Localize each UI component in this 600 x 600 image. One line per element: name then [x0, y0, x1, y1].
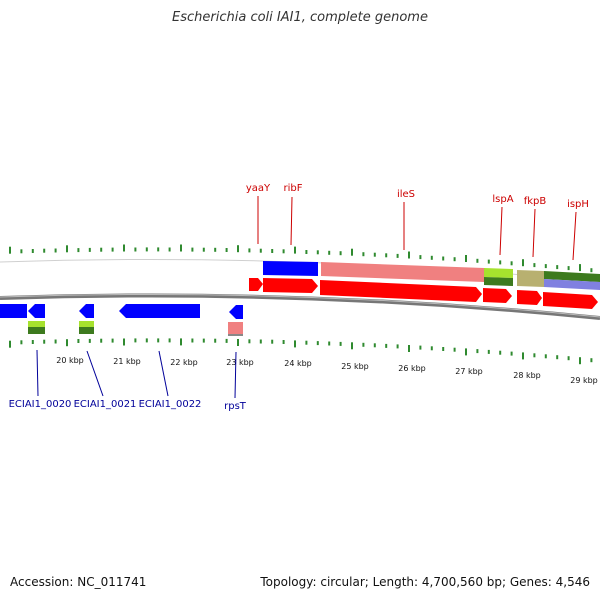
gene-label: yaaY	[246, 183, 271, 194]
scale-label: 27 kbp	[455, 367, 483, 376]
gene-arrow	[249, 278, 263, 291]
bottom-gene-labels: ECIAI1_0020 ECIAI1_0021 ECIAI1_0022 rpsT	[9, 349, 247, 412]
leader-line	[290, 196, 293, 246]
scale-label: 22 kbp	[170, 358, 198, 367]
gene-label: rpsT	[224, 401, 247, 412]
scale-labels: 20 kbp 21 kbp 22 kbp 23 kbp 24 kbp 25 kb…	[56, 356, 598, 385]
gene-arrow	[320, 280, 482, 302]
leader-line	[36, 349, 39, 397]
gene-arrow	[263, 278, 318, 293]
leader-line	[499, 206, 503, 256]
gene-block	[517, 270, 544, 287]
tick-marks-top	[9, 244, 593, 273]
leader-line	[86, 350, 104, 397]
gene-arrow	[229, 305, 243, 319]
gene-arrow	[517, 290, 542, 305]
gene-label: lspA	[492, 194, 513, 205]
accession-text: Accession: NC_011741	[10, 575, 147, 589]
leader-line	[572, 211, 577, 261]
gene-block	[321, 262, 484, 282]
reverse-genes	[0, 304, 243, 336]
gene-block	[484, 277, 513, 286]
leader-line	[532, 208, 536, 258]
genome-title: Escherichia coli IAI1, complete genome	[172, 10, 428, 25]
leader-line	[158, 350, 169, 397]
gene-label: ispH	[567, 199, 589, 210]
forward-genes	[249, 261, 600, 309]
gene-label: ileS	[397, 189, 415, 200]
gene-arrow	[543, 292, 598, 309]
gene-block	[263, 261, 318, 276]
top-gene-labels: yaaY ribF ileS lspA fkpB ispH	[246, 183, 589, 261]
genome-summary-text: Topology: circular; Length: 4,700,560 bp…	[260, 575, 590, 589]
gene-label: ECIAI1_0022	[139, 399, 202, 410]
scale-label: 24 kbp	[284, 359, 312, 368]
gene-block	[544, 271, 600, 282]
gene-label: ECIAI1_0020	[9, 399, 72, 410]
gene-arrow	[119, 304, 200, 318]
scale-label: 26 kbp	[398, 364, 426, 373]
leader-line	[234, 351, 237, 399]
scale-label: 20 kbp	[56, 356, 84, 365]
gene-arrow	[483, 288, 512, 303]
gene-block	[544, 279, 600, 290]
gene-block	[228, 322, 243, 334]
gene-block	[79, 327, 94, 334]
gene-arrow	[0, 304, 27, 318]
gene-label: ribF	[284, 183, 303, 194]
gene-block	[28, 327, 45, 334]
gene-block	[79, 321, 94, 327]
gene-block	[228, 334, 243, 336]
scale-label: 23 kbp	[226, 358, 254, 367]
genome-backbone	[0, 293, 600, 320]
gene-label: ECIAI1_0021	[74, 399, 137, 410]
genome-backbone-highlight	[0, 294, 600, 318]
gene-label: fkpB	[524, 196, 547, 207]
scale-label: 28 kbp	[513, 371, 541, 380]
gene-block	[28, 321, 45, 327]
scale-label: 21 kbp	[113, 357, 141, 366]
gene-arrow	[28, 304, 45, 318]
scale-label: 29 kbp	[570, 376, 598, 385]
gene-arrow	[79, 304, 94, 318]
tick-marks-bottom	[9, 338, 593, 365]
gene-block	[484, 268, 513, 278]
scale-label: 25 kbp	[341, 362, 369, 371]
